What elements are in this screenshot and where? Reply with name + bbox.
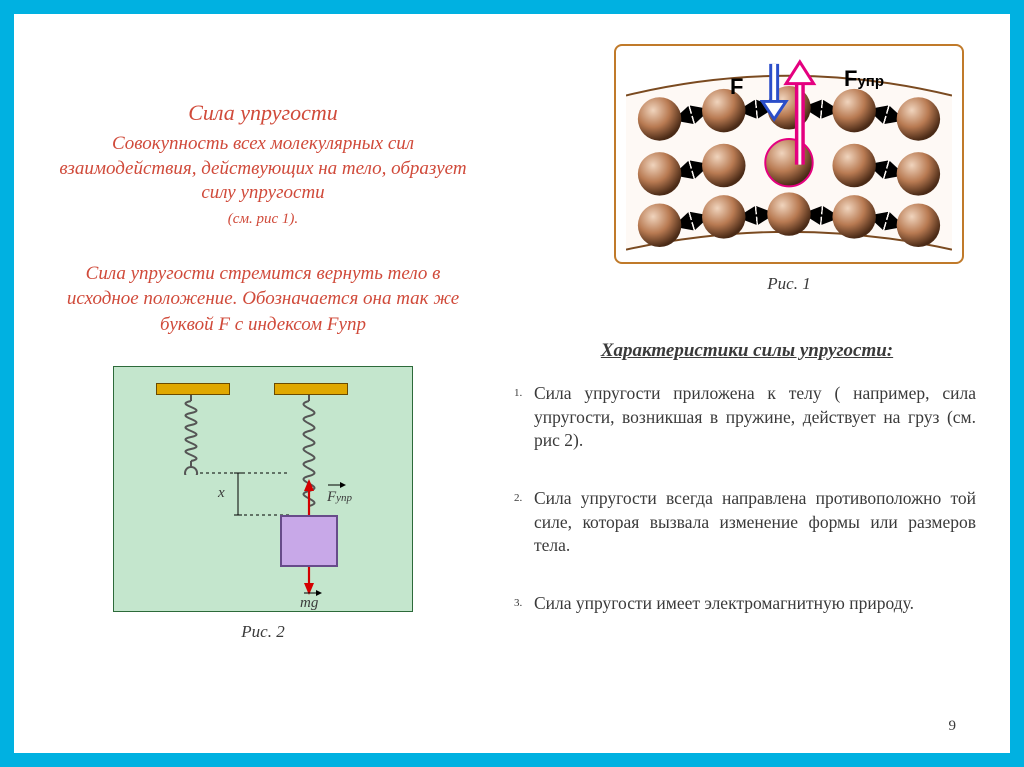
figure-2-wrap: x Fупр mg Рис. 2 [48,366,478,642]
figure-2: x Fупр mg [113,366,413,612]
figure-1: F Fупр [614,44,964,264]
lead-text: Совокупность всех молекулярных сил взаим… [59,133,466,203]
label-x: x [218,485,225,502]
right-column: F Fупр Рис. 1 Характеристики силы упруго… [518,44,976,649]
page-number: 9 [949,718,957,735]
figure-1-caption: Рис. 1 [614,274,964,294]
lead-paragraph: Совокупность всех молекулярных сил взаим… [48,132,478,231]
characteristics-list: Сила упругости приложена к телу ( наприм… [518,382,976,615]
slide-page: Сила упругости Совокупность всех молекул… [14,14,1010,753]
lead-note: (см. рис 1). [228,211,298,227]
two-column-layout: Сила упругости Совокупность всех молекул… [48,44,976,649]
lead-paragraph-2: Сила упругости стремится вернуть тело в … [48,261,478,338]
characteristics-heading: Характеристики силы упругости: [518,340,976,362]
label-fupr-F: F [327,489,336,505]
label-F: F [730,74,743,100]
mass-block [280,515,338,567]
list-item: Сила упругости приложена к телу ( наприм… [518,382,976,453]
atom-lattice [626,56,952,254]
label-fupr-sub: упр [336,492,352,504]
heading-title: Сила упругости [48,100,478,126]
list-item: Сила упругости имеет электромагнитную пр… [518,592,976,616]
label-fupr: Fупр [327,489,352,506]
left-column: Сила упругости Совокупность всех молекул… [48,44,478,649]
label-mg: mg [300,595,318,612]
figure-2-caption: Рис. 2 [241,622,284,642]
list-item: Сила упругости всегда направлена противо… [518,487,976,558]
fig2-overlays [114,367,414,613]
label-Fupr-fig1: Fупр [844,66,884,92]
